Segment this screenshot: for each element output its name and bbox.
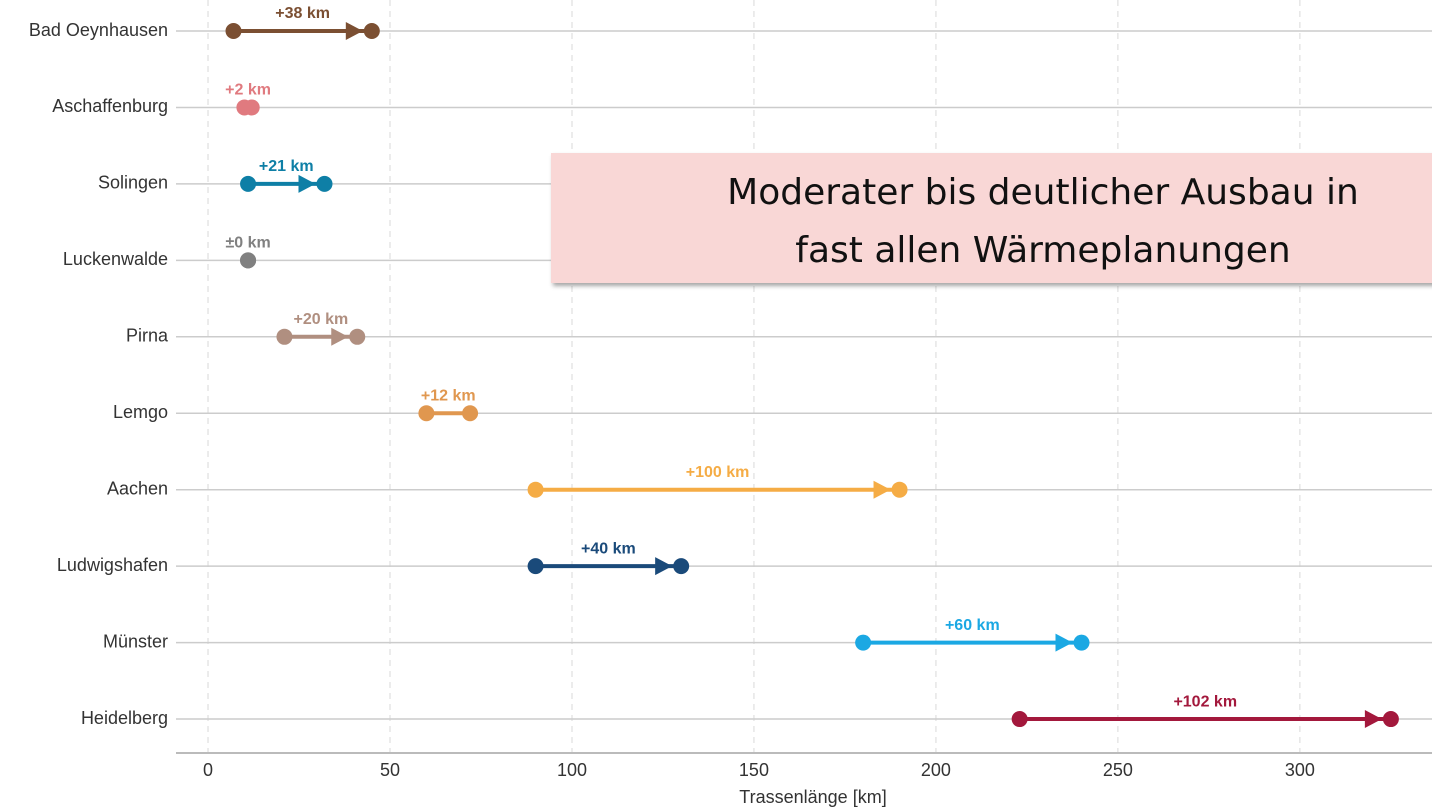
arrowhead: [1364, 710, 1382, 729]
y-tick-label: Heidelberg: [81, 708, 168, 728]
end-dot: [316, 175, 333, 192]
start-dot: [418, 405, 435, 422]
x-tick-label: 300: [1285, 760, 1315, 780]
change-label: ±0 km: [225, 235, 270, 252]
change-label: +2 km: [225, 82, 271, 99]
y-tick-label: Luckenwalde: [63, 249, 168, 269]
start-dot: [527, 481, 544, 498]
x-axis-label: Trassenlänge [km]: [739, 787, 886, 807]
end-dot: [673, 558, 690, 575]
annotation-box: [551, 153, 1432, 283]
change-label: +38 km: [275, 5, 330, 22]
x-tick-label: 50: [380, 760, 400, 780]
start-dot: [240, 175, 257, 192]
arrowhead: [1055, 633, 1073, 652]
change-label: +12 km: [421, 387, 476, 404]
y-tick-label: Aschaffenburg: [52, 96, 168, 116]
y-tick-label: Aachen: [107, 478, 168, 498]
x-tick-label: 250: [1103, 760, 1133, 780]
end-dot: [349, 328, 366, 345]
annotation: Moderater bis deutlicher Ausbau in: [727, 172, 1359, 213]
start-dot: [855, 634, 872, 651]
end-dot: [891, 481, 908, 498]
change-label: +102 km: [1173, 693, 1237, 710]
end-dot: [243, 99, 260, 116]
change-label: +100 km: [686, 464, 750, 481]
x-tick-label: 0: [203, 760, 213, 780]
end-dot: [462, 405, 479, 422]
y-tick-label: Pirna: [126, 326, 169, 346]
end-dot: [1382, 711, 1399, 728]
x-tick-label: 200: [921, 760, 951, 780]
y-tick-label: Bad Oeynhausen: [29, 20, 168, 40]
start-dot: [527, 558, 544, 575]
x-tick-label: 100: [557, 760, 587, 780]
change-label: +21 km: [259, 158, 314, 175]
change-label: +40 km: [581, 540, 636, 557]
change-label: +60 km: [945, 617, 1000, 634]
x-tick-label: 150: [739, 760, 769, 780]
start-dot: [276, 328, 293, 345]
arrowhead: [655, 557, 673, 576]
end-dot: [240, 252, 257, 269]
y-tick-label: Ludwigshafen: [57, 555, 168, 575]
end-dot: [1073, 634, 1090, 651]
start-dot: [1011, 711, 1028, 728]
arrowhead: [345, 22, 363, 40]
start-dot: [225, 23, 242, 39]
end-dot: [363, 23, 380, 39]
arrowhead: [331, 327, 349, 346]
y-tick-label: Lemgo: [113, 402, 168, 422]
y-tick-label: Solingen: [98, 173, 168, 193]
change-label: +20 km: [293, 311, 348, 328]
y-tick-label: Münster: [103, 631, 168, 651]
arrowhead: [298, 174, 316, 193]
arrowhead: [873, 480, 891, 499]
annotation: fast allen Wärmeplanungen: [795, 230, 1290, 271]
